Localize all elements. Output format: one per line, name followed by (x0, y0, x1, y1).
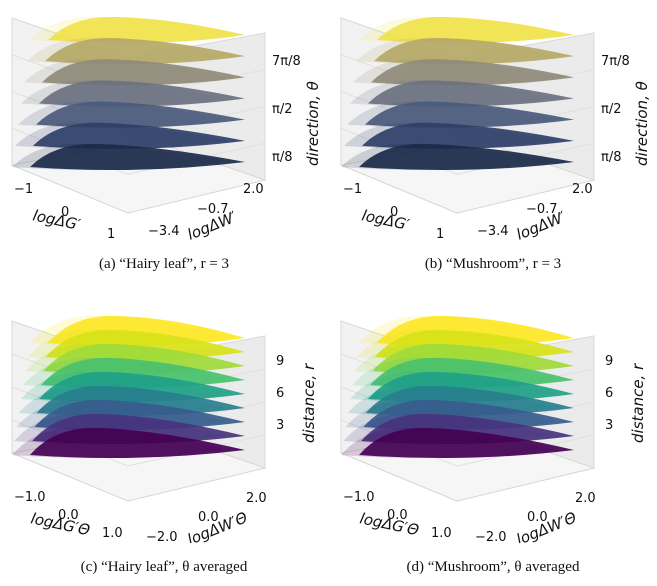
distribution-layer (30, 143, 245, 171)
distribution-layer (371, 59, 574, 86)
y-tick: −3.4 (477, 224, 509, 239)
distribution-layer (374, 38, 574, 65)
y-tick: −3.4 (148, 224, 180, 239)
distribution-layer (365, 101, 574, 128)
z-tick: π/2 (272, 102, 292, 117)
x-tick: 0.0 (58, 508, 79, 523)
panel-b: −1 0 1 logΔG′ −3.4 −0.7 2.0 logΔW′ π/8 π… (329, 0, 657, 293)
chart-c: −1.0 0.0 1.0 logΔG′Θ −2.0 0.0 2.0 logΔW′… (10, 315, 318, 543)
x-tick: −1 (14, 182, 33, 197)
distribution-layer (30, 427, 245, 459)
x-tick: −1.0 (343, 490, 375, 505)
y-tick: 2.0 (572, 182, 593, 197)
chart-b: −1 0 1 logΔG′ −3.4 −0.7 2.0 logΔW′ π/8 π… (339, 16, 651, 244)
z-tick: 9 (605, 354, 613, 369)
chart-d-layers (341, 315, 574, 459)
z-tick: π/2 (601, 102, 621, 117)
z-tick: 7π/8 (601, 54, 630, 69)
x-axis-label: logΔG′ (360, 206, 411, 234)
distribution-layer (359, 427, 574, 459)
y-tick: 2.0 (246, 491, 267, 506)
chart-d: −1.0 0.0 1.0 logΔG′Θ −2.0 0.0 2.0 logΔW′… (339, 315, 647, 543)
distribution-layer (368, 80, 574, 107)
y-tick: 2.0 (243, 182, 264, 197)
z-axis-label: distance, r (629, 363, 647, 443)
z-tick: 7π/8 (272, 54, 301, 69)
panel-a: −1 0 1 logΔG′ −3.4 −0.7 2.0 logΔW′ π/8 π… (0, 0, 328, 293)
z-axis-label: direction, θ (304, 81, 322, 166)
y-tick: 2.0 (575, 491, 596, 506)
caption-a: (a) “Hairy leaf”, r = 3 (98, 256, 230, 272)
panel-d: −1.0 0.0 1.0 logΔG′Θ −2.0 0.0 2.0 logΔW′… (329, 293, 657, 586)
y-tick: −2.0 (146, 530, 178, 543)
panel-c: −1.0 0.0 1.0 logΔG′Θ −2.0 0.0 2.0 logΔW′… (0, 293, 328, 586)
y-tick: −0.7 (197, 202, 229, 217)
x-tick: 1 (436, 227, 444, 242)
z-tick: 3 (276, 418, 284, 433)
y-tick: 0.0 (527, 510, 548, 525)
distribution-layer (377, 16, 574, 44)
caption-c: (c) “Hairy leaf”, θ averaged (80, 559, 248, 575)
x-tick: 1.0 (431, 526, 452, 541)
chart-a-layers (12, 16, 245, 171)
z-tick: 3 (605, 418, 613, 433)
distribution-layer (48, 16, 245, 44)
chart-a: −1 0 1 logΔG′ −3.4 −0.7 2.0 logΔW′ π/8 π… (10, 16, 322, 244)
distribution-layer (42, 59, 245, 86)
y-tick: −2.0 (475, 530, 507, 543)
x-tick: −1.0 (14, 490, 46, 505)
distribution-layer (39, 80, 245, 107)
distribution-layer (359, 143, 574, 171)
caption-b: (b) “Mushroom”, r = 3 (424, 256, 562, 272)
x-tick: −1 (343, 182, 362, 197)
x-tick: 0 (61, 205, 69, 220)
y-tick: 0.0 (198, 510, 219, 525)
caption-d: (d) “Mushroom”, θ averaged (406, 559, 580, 575)
distribution-layer (36, 101, 245, 128)
x-axis-label: logΔG′ (31, 206, 82, 234)
x-tick: 0 (390, 205, 398, 220)
chart-c-layers (12, 315, 245, 459)
y-tick: −0.7 (526, 202, 558, 217)
distribution-layer (362, 122, 574, 149)
z-tick: π/8 (601, 150, 621, 165)
x-tick: 0.0 (387, 508, 408, 523)
z-tick: 6 (276, 386, 284, 401)
distribution-layer (45, 38, 245, 65)
z-tick: 9 (276, 354, 284, 369)
distribution-layer (33, 122, 245, 149)
z-axis-label: distance, r (300, 363, 318, 443)
chart-b-layers (341, 16, 574, 171)
z-tick: 6 (605, 386, 613, 401)
x-tick: 1 (107, 227, 115, 242)
z-tick: π/8 (272, 150, 292, 165)
z-axis-label: direction, θ (633, 81, 651, 166)
x-tick: 1.0 (102, 526, 123, 541)
